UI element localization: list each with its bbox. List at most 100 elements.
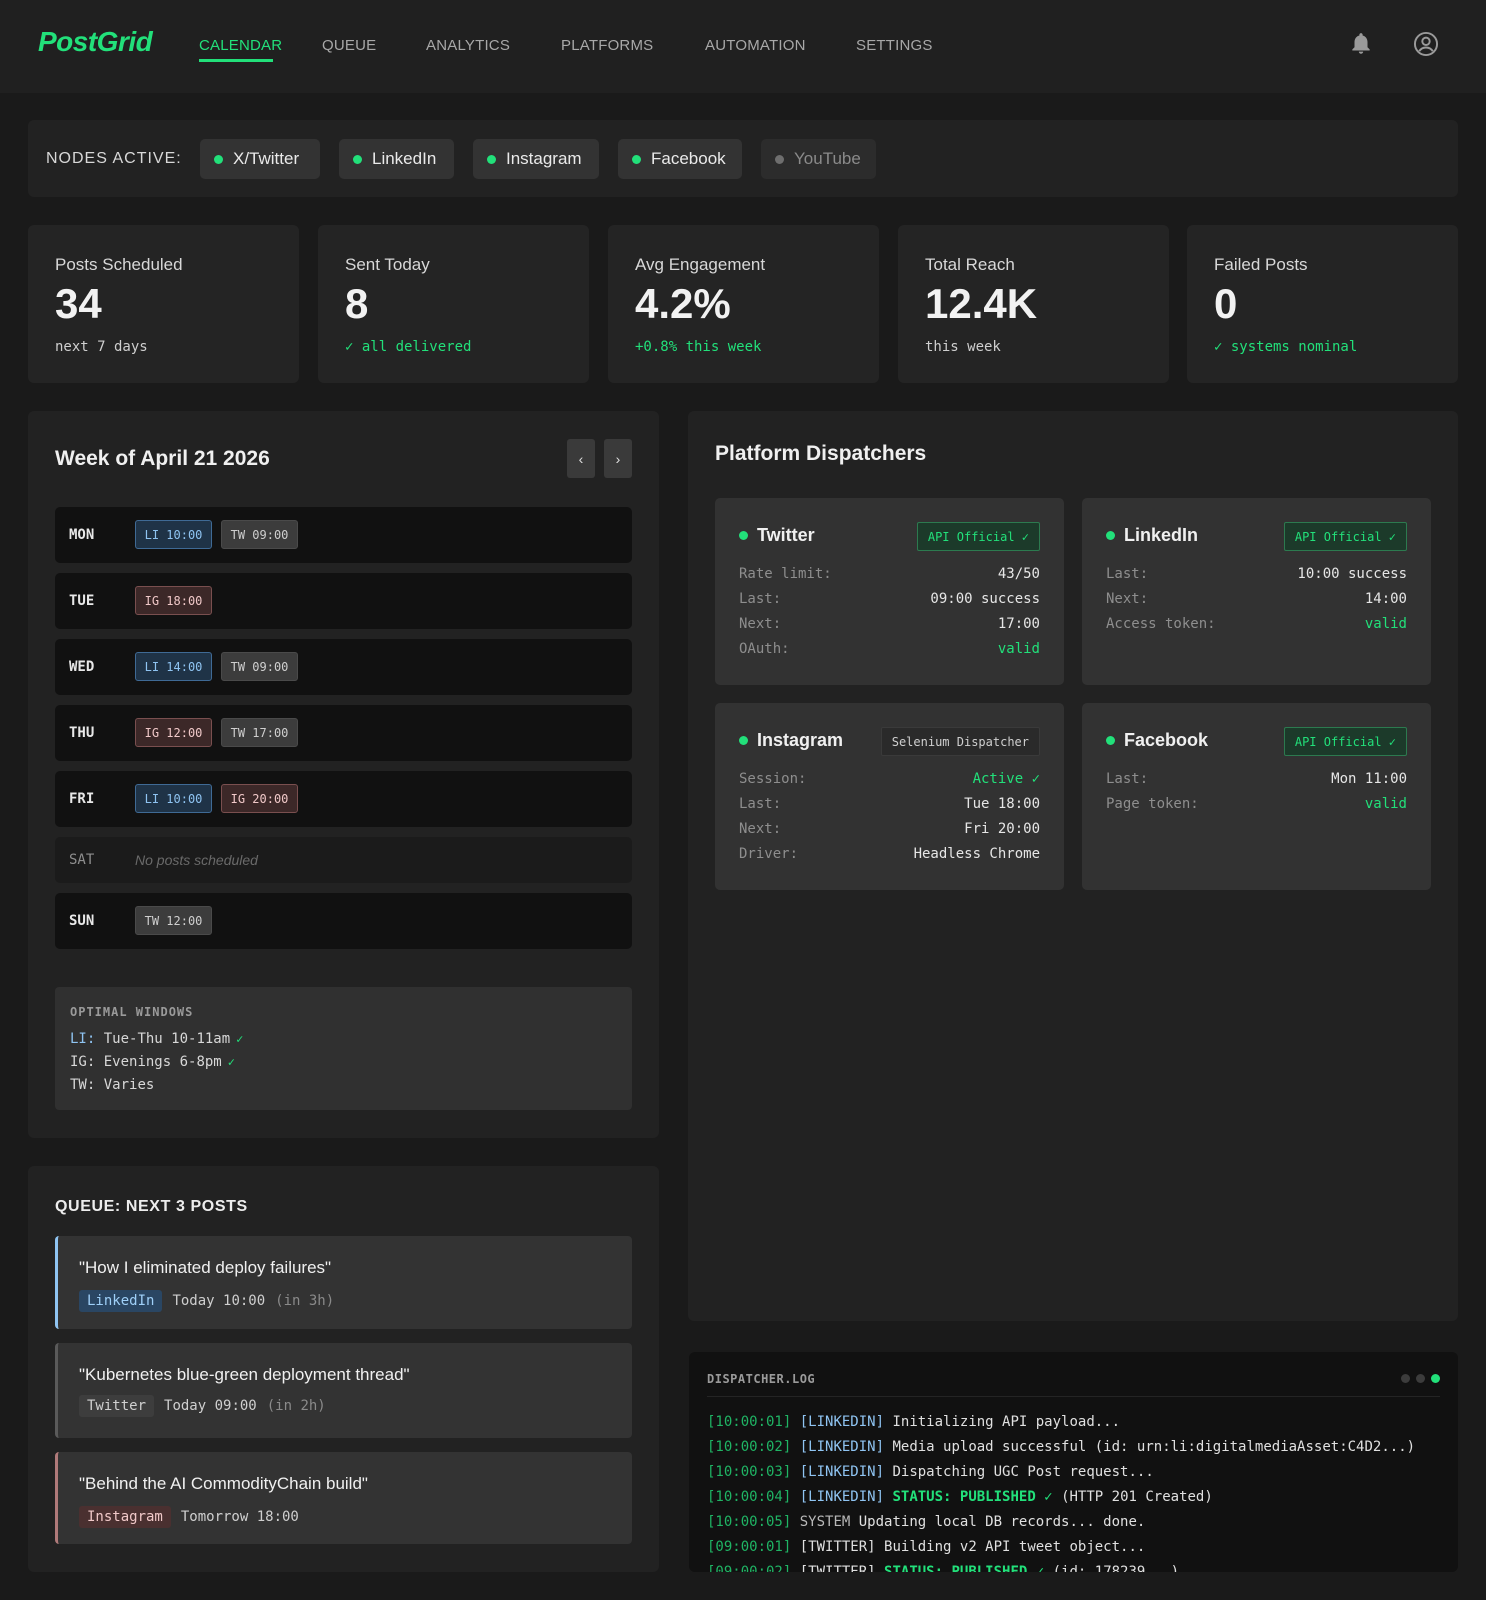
calendar-day-tue: TUE IG 18:00	[55, 573, 632, 629]
scheduled-post-tag[interactable]: LI 10:00	[135, 520, 212, 549]
calendar-day-mon: MON LI 10:00 TW 09:00	[55, 507, 632, 563]
scheduled-post-tag[interactable]: IG 20:00	[221, 784, 298, 813]
dispatcher-row: Access token: valid	[1106, 616, 1407, 632]
node-chip-label: LinkedIn	[372, 149, 437, 168]
log-status: STATUS: PUBLISHED ✓	[892, 1489, 1053, 1505]
row-value: Active ✓	[972, 771, 1040, 787]
dispatcher-row: OAuth: valid	[739, 641, 1040, 657]
scheduled-post-tag[interactable]: IG 12:00	[135, 718, 212, 747]
nav-analytics[interactable]: ANALYTICS	[426, 37, 511, 54]
row-key: Last:	[739, 796, 782, 812]
stat-subtext: ✓ systems nominal	[1214, 339, 1358, 355]
row-value: 14:00	[1364, 591, 1407, 607]
queue-item[interactable]: "How I eliminated deploy failures" Linke…	[55, 1236, 632, 1329]
node-chip-instagram[interactable]: Instagram	[473, 139, 599, 179]
nav-active-indicator	[199, 59, 273, 62]
stat-value: 12.4K	[925, 280, 1038, 327]
prev-week-button[interactable]: ‹	[567, 439, 595, 478]
node-chip-linkedin[interactable]: LinkedIn	[339, 139, 454, 179]
calendar-day-sun: SUN TW 12:00	[55, 893, 632, 949]
row-value: Fri 20:00	[964, 821, 1040, 837]
bell-icon[interactable]	[1348, 31, 1374, 57]
row-key: Next:	[1106, 591, 1149, 607]
scheduled-post-tag[interactable]: LI 10:00	[135, 784, 212, 813]
log-status: STATUS: PUBLISHED ✓	[884, 1564, 1045, 1572]
no-posts-text: No posts scheduled	[135, 852, 258, 868]
dispatcher-name-text: Instagram	[757, 730, 844, 750]
nav-automation[interactable]: AUTOMATION	[705, 37, 806, 54]
day-label: WED	[69, 659, 95, 675]
scheduled-post-tag[interactable]: TW 12:00	[135, 906, 212, 935]
log-divider	[707, 1396, 1440, 1397]
status-dot-icon	[632, 154, 641, 164]
window-text: Evenings 6-8pm	[103, 1054, 222, 1070]
log-source: SYSTEM	[799, 1514, 851, 1530]
log-title: DISPATCHER.LOG	[707, 1372, 816, 1386]
row-value: 43/50	[997, 566, 1040, 582]
day-label: SAT	[69, 852, 95, 868]
user-account-icon[interactable]	[1413, 31, 1439, 57]
nav-settings[interactable]: SETTINGS	[856, 37, 933, 54]
node-chip-facebook[interactable]: Facebook	[618, 139, 742, 179]
queue-item[interactable]: "Kubernetes blue-green deployment thread…	[55, 1343, 632, 1438]
dispatcher-name-text: LinkedIn	[1124, 525, 1199, 545]
row-value: Tue 18:00	[964, 796, 1040, 812]
dispatcher-name-text: Twitter	[757, 525, 815, 545]
row-value: valid	[997, 641, 1040, 657]
row-key: Page token:	[1106, 796, 1199, 812]
day-label: MON	[69, 527, 95, 543]
stat-card-sent-today: Sent Today 8 ✓ all delivered	[318, 225, 589, 383]
log-timestamp: [10:00:05]	[707, 1514, 792, 1530]
stat-subtext: +0.8% this week	[635, 339, 762, 355]
queue-post-meta: LinkedIn Today 10:00 (in 3h)	[79, 1290, 334, 1312]
scheduled-post-tag[interactable]: TW 17:00	[221, 718, 298, 747]
platform-badge: Instagram	[79, 1506, 171, 1528]
dispatcher-row: Last: 09:00 success	[739, 591, 1040, 607]
nav-queue[interactable]: QUEUE	[322, 37, 377, 54]
log-source: [LINKEDIN]	[799, 1464, 885, 1480]
status-dot-icon	[353, 154, 362, 164]
log-message: Initializing API payload...	[892, 1414, 1121, 1430]
node-chip-youtube[interactable]: YouTube	[761, 139, 876, 179]
node-chip-label: YouTube	[794, 149, 861, 168]
row-value: Headless Chrome	[913, 846, 1040, 862]
stat-card-posts-scheduled: Posts Scheduled 34 next 7 days	[28, 225, 299, 383]
dispatcher-card-linkedin: LinkedIn API Official ✓ Last: 10:00 succe…	[1082, 498, 1431, 685]
queue-post-time: Today 10:00	[172, 1293, 266, 1309]
scheduled-post-tag[interactable]: LI 14:00	[135, 652, 212, 681]
row-value: Mon 11:00	[1331, 771, 1407, 787]
calendar-day-wed: WED LI 14:00 TW 09:00	[55, 639, 632, 695]
dispatcher-row: Last: Mon 11:00	[1106, 771, 1407, 787]
nav-calendar[interactable]: CALENDAR	[199, 37, 283, 54]
scheduled-post-tag[interactable]: IG 18:00	[135, 586, 212, 615]
queue-item[interactable]: "Behind the AI CommodityChain build" Ins…	[55, 1452, 632, 1544]
status-dot-icon	[739, 736, 748, 745]
log-source: [TWITTER]	[799, 1564, 876, 1572]
scheduled-post-tag[interactable]: TW 09:00	[221, 652, 298, 681]
platform-badge: LinkedIn	[79, 1290, 163, 1312]
check-icon: ✓	[227, 1055, 235, 1069]
day-label: FRI	[69, 791, 95, 807]
node-chip-twitter[interactable]: X/Twitter	[200, 139, 320, 179]
row-value: 09:00 success	[930, 591, 1040, 607]
calendar-day-fri: FRI LI 10:00 IG 20:00	[55, 771, 632, 827]
log-line: [09:00:01] [TWITTER] Building v2 API twe…	[707, 1539, 1145, 1555]
dispatcher-name: Instagram	[739, 730, 843, 751]
scheduled-post-tag[interactable]: TW 09:00	[221, 520, 298, 549]
next-week-button[interactable]: ›	[604, 439, 632, 478]
queue-post-meta: Instagram Tomorrow 18:00	[79, 1506, 299, 1528]
dispatcher-name-text: Facebook	[1124, 730, 1209, 750]
top-navigation-bar: PostGrid CALENDAR QUEUE ANALYTICS PLATFO…	[0, 0, 1486, 93]
status-dot-icon	[214, 154, 223, 164]
row-key: Next:	[739, 616, 782, 632]
app-logo[interactable]: PostGrid	[38, 26, 153, 57]
nav-platforms[interactable]: PLATFORMS	[561, 37, 654, 54]
node-chip-label: Facebook	[651, 149, 726, 168]
queue-post-meta: Twitter Today 09:00 (in 2h)	[79, 1395, 326, 1417]
dispatcher-log-panel[interactable]: DISPATCHER.LOG [10:00:01] [LINKEDIN] Ini…	[689, 1352, 1458, 1572]
node-chip-label: X/Twitter	[233, 149, 300, 168]
log-timestamp: [10:00:02]	[707, 1439, 792, 1455]
dispatcher-badge: API Official ✓	[916, 522, 1040, 551]
queue-post-time: Today 09:00	[164, 1398, 257, 1414]
log-line: [10:00:01] [LINKEDIN] Initializing API p…	[707, 1414, 1120, 1430]
